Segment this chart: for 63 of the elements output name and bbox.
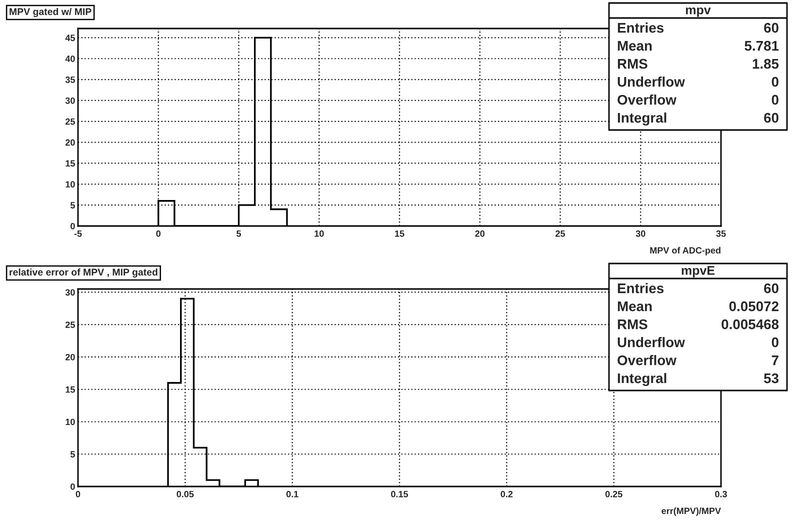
text: 60 (764, 22, 778, 33)
y-tick-label: 15 (66, 386, 75, 393)
y-tick-label: 40 (65, 56, 75, 62)
annotation: Overflow (618, 94, 676, 105)
annotation: Integral (618, 112, 666, 126)
y-tick-label: 20 (65, 139, 75, 146)
annotation: Entries (618, 22, 664, 33)
annotation: Mean (618, 302, 652, 312)
x-tick-label: 0.15 (391, 490, 408, 498)
text: 60 (764, 283, 778, 294)
x-tick-label: 0.2 (500, 490, 513, 498)
x-tick-label: 35 (716, 230, 726, 237)
y-tick-label: 5 (70, 202, 75, 208)
chart-title: MPV gated w/ MIP (10, 8, 92, 18)
annotation: Mean (618, 41, 652, 51)
x-tick-label: 5 (236, 230, 242, 237)
text: 5.781 (744, 40, 779, 51)
y-tick-label: 10 (66, 418, 75, 426)
y-tick-label: 10 (66, 181, 75, 188)
x-tick-label: 0.25 (605, 490, 622, 498)
x-tick-label: 30 (636, 230, 646, 237)
x-tick-label: 25 (556, 230, 566, 237)
text: 0 (772, 337, 778, 348)
annotation: Overflow (618, 355, 676, 366)
annotation: Integral (618, 372, 666, 386)
y-tick-label: 15 (66, 160, 75, 167)
annotation: Underflow (618, 76, 685, 87)
y-tick-label: 0 (70, 483, 75, 490)
text: mpvE (682, 266, 715, 278)
annotation: RMS (618, 58, 648, 69)
y-tick-label: 20 (65, 354, 75, 360)
x-tick-label: 15 (395, 230, 404, 237)
y-tick-label: 5 (70, 451, 75, 458)
annotation: Underflow (618, 337, 685, 348)
y-tick-label: 25 (65, 322, 75, 328)
text: 7 (772, 356, 778, 366)
x-axis-title: MPV of ADC-ped (650, 246, 720, 256)
y-tick-label: 35 (65, 76, 75, 83)
x-axis-title: err(MPV)/MPV (662, 507, 721, 516)
text: 60 (764, 112, 778, 123)
x-tick-label: 0 (156, 230, 161, 237)
x-tick-label: 0.05 (176, 490, 194, 498)
text: 0 (772, 94, 778, 105)
text: 0.005468 (722, 319, 779, 330)
y-tick-label: 25 (65, 118, 75, 125)
text: 1.85 (752, 58, 779, 69)
text: 0 (772, 76, 778, 87)
text: 53 (764, 373, 778, 384)
annotation: RMS (618, 319, 648, 330)
x-tick-label: 0.1 (286, 490, 298, 498)
y-tick-label: 30 (65, 97, 75, 104)
x-tick-label: 10 (314, 230, 324, 237)
x-tick-label: -5 (74, 230, 82, 237)
text: mpv (686, 7, 711, 17)
y-tick-label: 45 (65, 34, 75, 42)
chart-title: relative error of MPV , MIP gated (10, 268, 158, 278)
annotation: Entries (618, 283, 664, 294)
x-tick-label: 0 (76, 490, 80, 498)
y-tick-label: 30 (65, 289, 75, 296)
x-tick-label: 20 (475, 230, 485, 237)
y-tick-label: 0 (70, 222, 75, 230)
text: 0.05072 (729, 301, 778, 312)
x-tick-label: 0.3 (715, 490, 727, 498)
